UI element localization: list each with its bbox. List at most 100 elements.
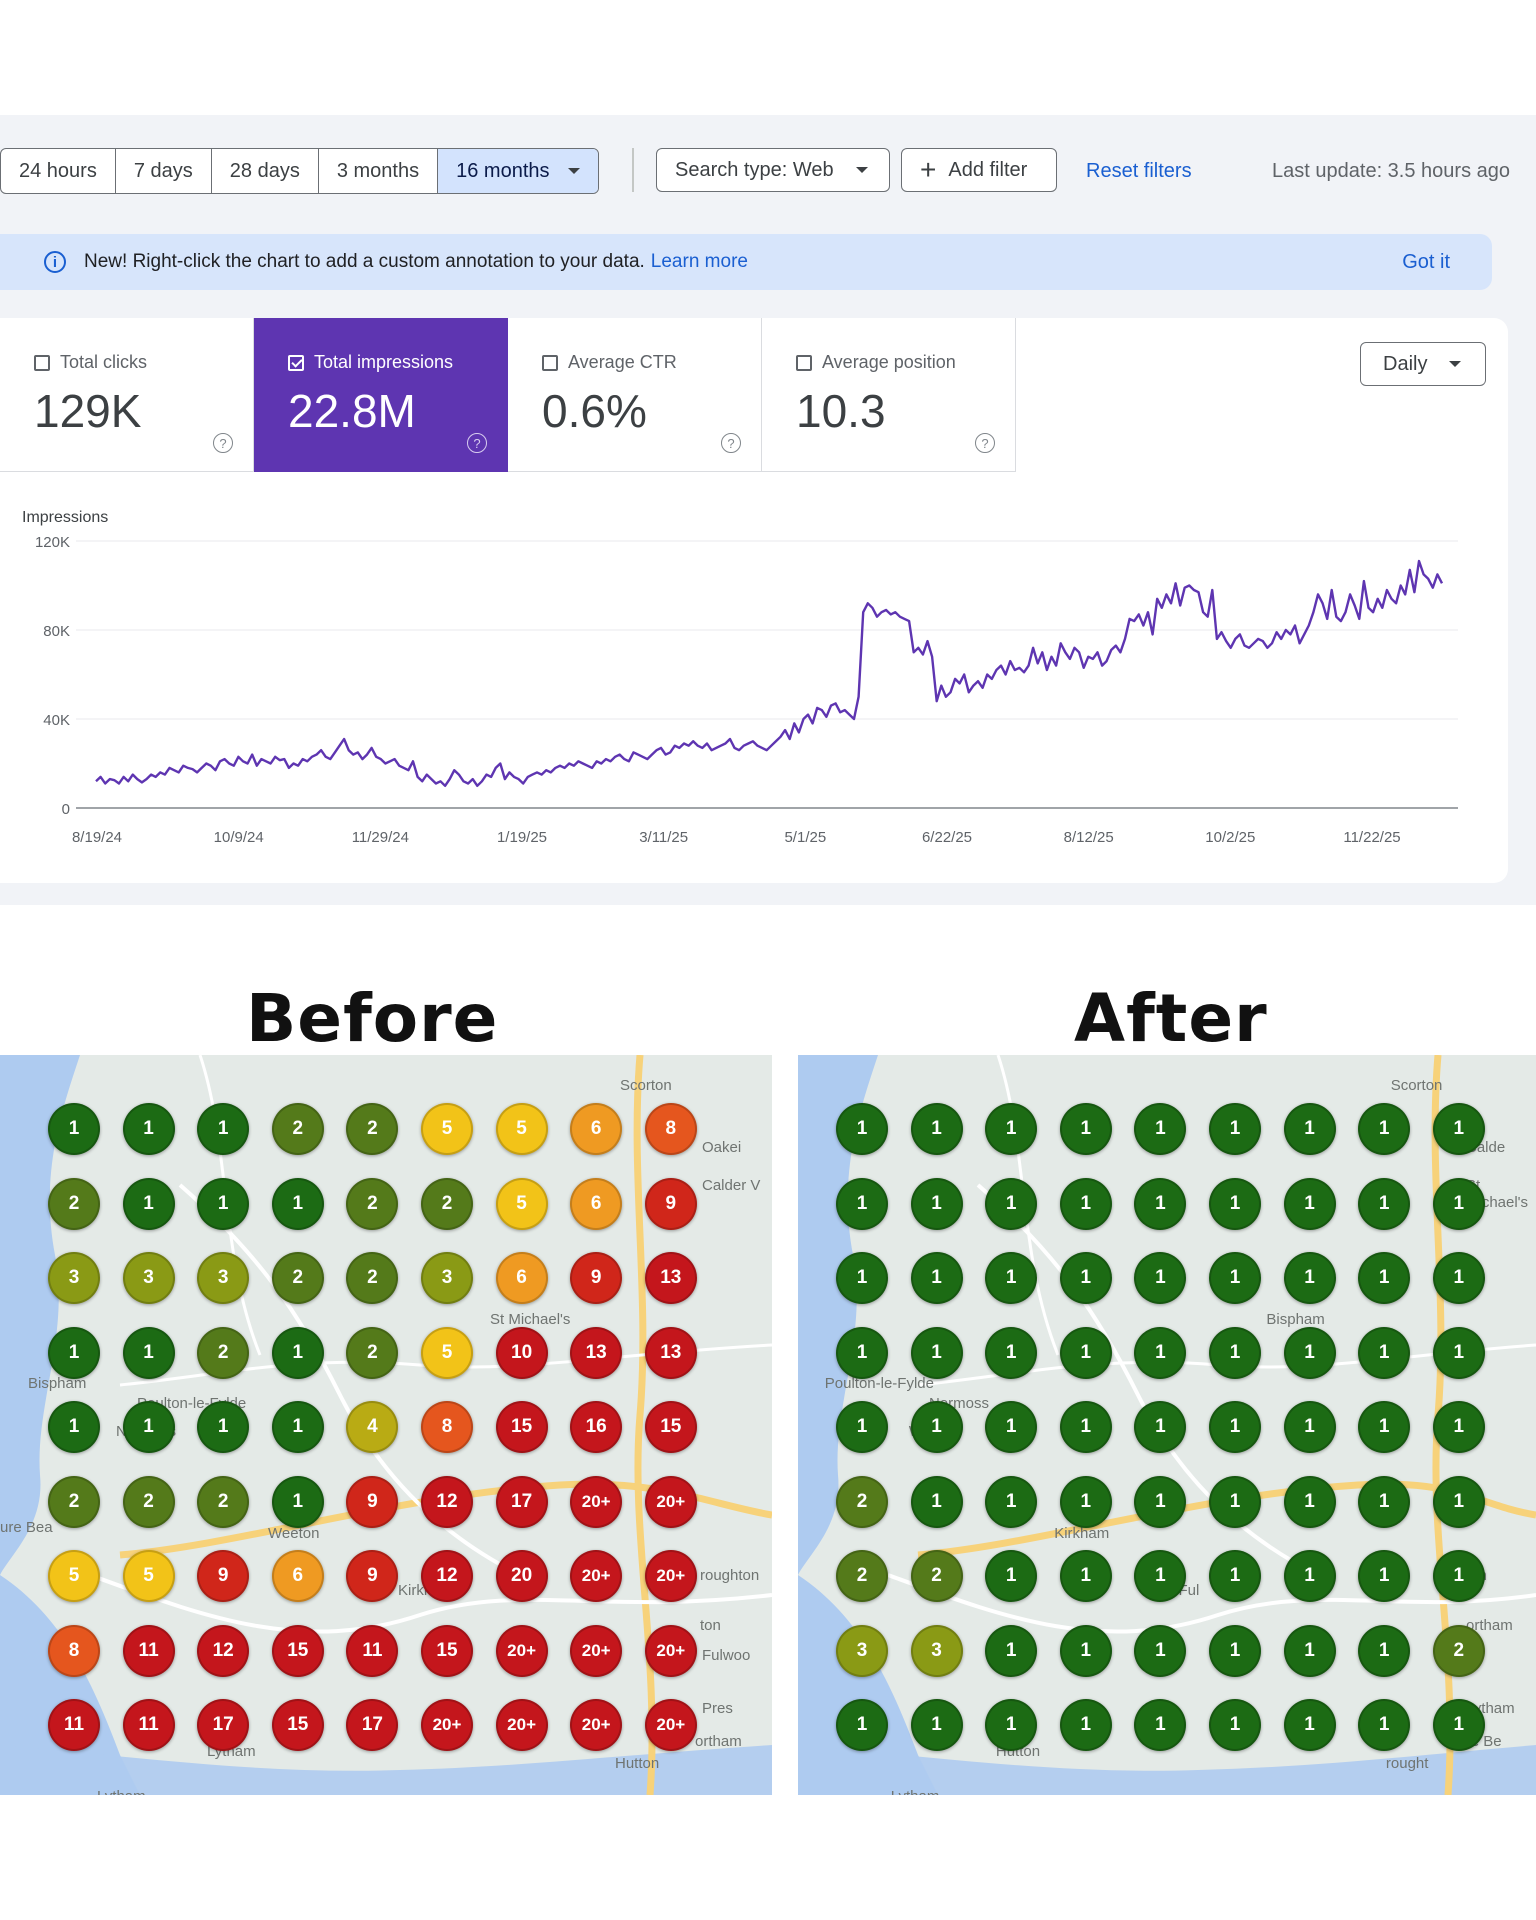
rank-pin[interactable]: 6 — [495, 1252, 548, 1304]
range-24-hours[interactable]: 24 hours — [1, 149, 116, 193]
rank-pin[interactable]: 1 — [1283, 1177, 1336, 1230]
rank-pin[interactable]: 1 — [1059, 1475, 1112, 1528]
rank-pin[interactable]: 1 — [1209, 1252, 1261, 1304]
rank-pin[interactable]: 1 — [122, 1177, 175, 1230]
rank-pin[interactable]: 13 — [570, 1326, 623, 1379]
rank-pin[interactable]: 1 — [1134, 1624, 1187, 1677]
rank-pin[interactable]: 5 — [421, 1326, 473, 1379]
rank-pin[interactable]: 20+ — [644, 1699, 697, 1751]
rank-pin[interactable]: 3 — [910, 1624, 963, 1677]
rank-pin[interactable]: 2 — [271, 1103, 324, 1155]
range-3-months[interactable]: 3 months — [319, 149, 439, 193]
rank-pin[interactable]: 2 — [836, 1475, 888, 1528]
rank-pin[interactable]: 1 — [1358, 1550, 1411, 1602]
rank-pin[interactable]: 2 — [836, 1550, 888, 1602]
rank-pin[interactable]: 3 — [122, 1252, 175, 1304]
rank-pin[interactable]: 1 — [1432, 1103, 1485, 1155]
rank-pin[interactable]: 12 — [421, 1550, 473, 1602]
rank-pin[interactable]: 1 — [1059, 1401, 1112, 1453]
help-icon[interactable]: ? — [975, 433, 995, 453]
rank-pin[interactable]: 5 — [421, 1103, 473, 1155]
rank-pin[interactable]: 1 — [1432, 1177, 1485, 1230]
rank-pin[interactable]: 1 — [1432, 1326, 1485, 1379]
rank-pin[interactable]: 1 — [1134, 1699, 1187, 1751]
rank-pin[interactable]: 1 — [1283, 1550, 1336, 1602]
rank-pin[interactable]: 1 — [1209, 1624, 1261, 1677]
rank-pin[interactable]: 15 — [421, 1624, 473, 1677]
rank-pin[interactable]: 1 — [1358, 1252, 1411, 1304]
rank-pin[interactable]: 1 — [1134, 1475, 1187, 1528]
rank-pin[interactable]: 6 — [570, 1177, 623, 1230]
rank-pin[interactable]: 20+ — [570, 1699, 623, 1751]
rank-pin[interactable]: 4 — [346, 1401, 399, 1453]
rank-pin[interactable]: 1 — [1283, 1699, 1336, 1751]
rank-pin[interactable]: 1 — [1059, 1699, 1112, 1751]
rank-pin[interactable]: 11 — [122, 1699, 175, 1751]
add-filter-button[interactable]: + Add filter — [901, 148, 1057, 192]
rank-pin[interactable]: 1 — [1059, 1326, 1112, 1379]
rank-pin[interactable]: 1 — [1358, 1624, 1411, 1677]
rank-pin[interactable]: 2 — [271, 1252, 324, 1304]
rank-pin[interactable]: 1 — [836, 1326, 888, 1379]
rank-pin[interactable]: 3 — [836, 1624, 888, 1677]
rank-pin[interactable]: 1 — [1209, 1177, 1261, 1230]
help-icon[interactable]: ? — [721, 433, 741, 453]
rank-pin[interactable]: 15 — [495, 1401, 548, 1453]
rank-pin[interactable]: 1 — [985, 1475, 1038, 1528]
rank-pin[interactable]: 17 — [197, 1699, 250, 1751]
rank-pin[interactable]: 1 — [985, 1177, 1038, 1230]
rank-pin[interactable]: 10 — [495, 1326, 548, 1379]
rank-pin[interactable]: 8 — [421, 1401, 473, 1453]
rank-pin[interactable]: 5 — [495, 1177, 548, 1230]
rank-pin[interactable]: 1 — [910, 1326, 963, 1379]
rank-pin[interactable]: 1 — [985, 1699, 1038, 1751]
rank-pin[interactable]: 1 — [1134, 1103, 1187, 1155]
rank-pin[interactable]: 2 — [1432, 1624, 1485, 1677]
rank-pin[interactable]: 5 — [122, 1550, 175, 1602]
rank-pin[interactable]: 13 — [644, 1326, 697, 1379]
rank-pin[interactable]: 1 — [197, 1103, 250, 1155]
rank-pin[interactable]: 9 — [644, 1177, 697, 1230]
rank-pin[interactable]: 5 — [48, 1550, 100, 1602]
rank-pin[interactable]: 1 — [271, 1401, 324, 1453]
rank-pin[interactable]: 11 — [346, 1624, 399, 1677]
rank-pin[interactable]: 13 — [644, 1252, 697, 1304]
rank-pin[interactable]: 15 — [644, 1401, 697, 1453]
rank-pin[interactable]: 1 — [985, 1103, 1038, 1155]
rank-pin[interactable]: 1 — [836, 1103, 888, 1155]
rank-pin[interactable]: 1 — [836, 1177, 888, 1230]
rank-pin[interactable]: 1 — [271, 1326, 324, 1379]
rank-pin[interactable]: 20+ — [421, 1699, 473, 1751]
rank-pin[interactable]: 1 — [1358, 1401, 1411, 1453]
range-7-days[interactable]: 7 days — [116, 149, 212, 193]
rank-pin[interactable]: 1 — [836, 1401, 888, 1453]
rank-pin[interactable]: 1 — [1209, 1550, 1261, 1602]
metric-average-position[interactable]: Average position 10.3 ? — [762, 318, 1016, 472]
rank-pin[interactable]: 2 — [197, 1475, 250, 1528]
rank-pin[interactable]: 3 — [197, 1252, 250, 1304]
rank-pin[interactable]: 1 — [48, 1401, 100, 1453]
rank-pin[interactable]: 2 — [346, 1326, 399, 1379]
rank-pin[interactable]: 9 — [570, 1252, 623, 1304]
rank-pin[interactable]: 1 — [1059, 1177, 1112, 1230]
rank-pin[interactable]: 8 — [48, 1624, 100, 1677]
rank-pin[interactable]: 8 — [644, 1103, 697, 1155]
rank-pin[interactable]: 1 — [985, 1401, 1038, 1453]
rank-pin[interactable]: 2 — [122, 1475, 175, 1528]
rank-pin[interactable]: 1 — [1134, 1401, 1187, 1453]
rank-pin[interactable]: 17 — [346, 1699, 399, 1751]
rank-pin[interactable]: 6 — [570, 1103, 623, 1155]
rank-pin[interactable]: 1 — [1358, 1699, 1411, 1751]
rank-pin[interactable]: 5 — [495, 1103, 548, 1155]
rank-pin[interactable]: 1 — [1209, 1103, 1261, 1155]
rank-pin[interactable]: 20+ — [495, 1624, 548, 1677]
rank-pin[interactable]: 1 — [1358, 1475, 1411, 1528]
rank-pin[interactable]: 1 — [1283, 1624, 1336, 1677]
rank-pin[interactable]: 1 — [1432, 1699, 1485, 1751]
rank-pin[interactable]: 2 — [346, 1177, 399, 1230]
rank-pin[interactable]: 1 — [48, 1326, 100, 1379]
rank-pin[interactable]: 16 — [570, 1401, 623, 1453]
reset-filters-link[interactable]: Reset filters — [1086, 160, 1192, 182]
rank-pin[interactable]: 9 — [197, 1550, 250, 1602]
rank-pin[interactable]: 1 — [910, 1699, 963, 1751]
